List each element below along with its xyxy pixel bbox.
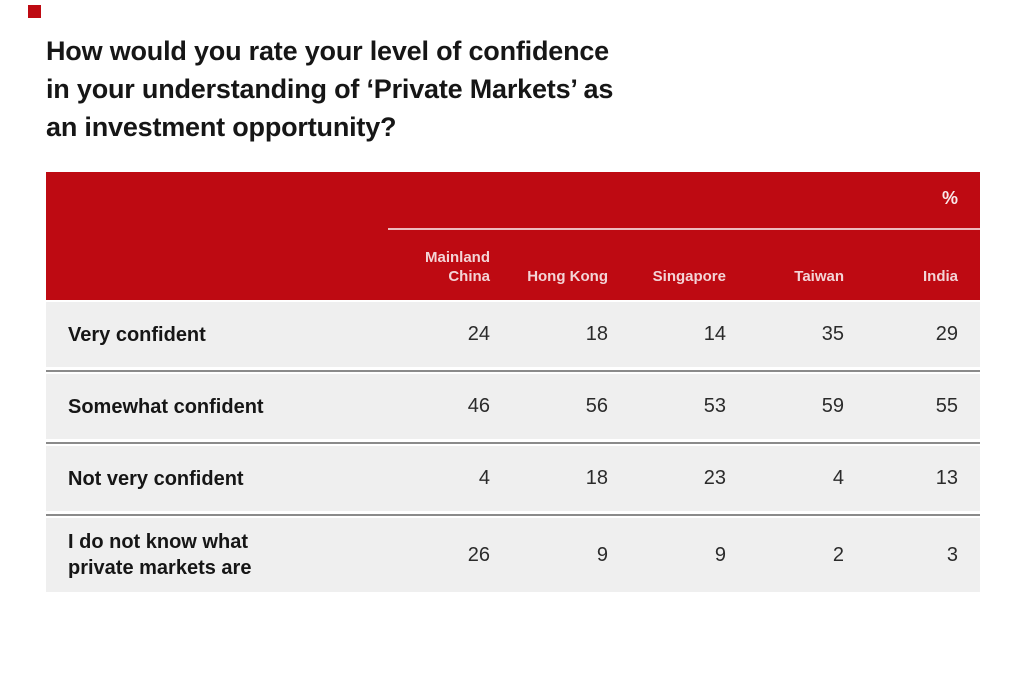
column-header-row: Mainland China Hong Kong Singapore Taiwan In…: [46, 248, 980, 286]
value-cell: 13: [935, 467, 958, 489]
value-cell: 4: [478, 467, 490, 489]
chart-title: How would you rate your level of confide…: [46, 32, 766, 146]
value-cell: 55: [935, 395, 958, 417]
table-header: % Mainland China Hong Kong Singapore Taiwan…: [46, 172, 980, 300]
row-separator: [46, 511, 980, 518]
value-cell: 29: [935, 323, 958, 345]
row-label: Not very confident: [68, 467, 244, 490]
value-cell: 53: [703, 395, 726, 417]
column-header: Singapore: [652, 268, 726, 285]
table-body: Very confident 24 18 14 35 29 Somewhat confide…: [46, 302, 980, 592]
value-cell: 4: [832, 467, 844, 489]
column-header: Mainland China: [424, 249, 490, 285]
table-row: Very confident 24 18 14 35 29: [46, 302, 980, 367]
value-cell: 3: [946, 543, 958, 566]
row-label: Somewhat confident: [68, 395, 264, 418]
value-cell: 59: [821, 395, 844, 417]
value-cell: 23: [703, 467, 726, 489]
chart-title-line-1: How would you rate your level of confide…: [46, 36, 609, 66]
value-cell: 24: [467, 323, 490, 345]
value-cell: 2: [832, 543, 844, 566]
column-header: India: [922, 268, 958, 285]
value-cell: 9: [714, 543, 726, 566]
value-cell: 9: [596, 543, 608, 566]
value-cell: 18: [585, 323, 608, 345]
value-cell: 18: [585, 467, 608, 489]
table-row: I do not know what private markets are 26…: [46, 518, 980, 592]
column-header: Taiwan: [794, 268, 844, 285]
table-row: Not very confident 4 18 23 4 13: [46, 446, 980, 511]
percent-unit-label: %: [941, 188, 958, 208]
row-label: I do not know what private markets are: [68, 531, 252, 579]
row-separator: [46, 439, 980, 446]
chart-title-line-3: an investment opportunity?: [46, 112, 397, 142]
row-label: Very confident: [68, 323, 206, 346]
column-header: Hong Kong: [527, 268, 608, 285]
value-cell: 14: [703, 323, 726, 345]
value-cell: 56: [585, 395, 608, 417]
value-cell: 46: [467, 395, 490, 417]
header-divider-line: [388, 228, 980, 230]
brand-red-square-icon: [28, 5, 41, 18]
chart-title-line-2: in your understanding of ‘Private Market…: [46, 74, 614, 104]
table-row: Somewhat confident 46 56 53 59 55: [46, 374, 980, 439]
value-cell: 26: [467, 543, 490, 566]
value-cell: 35: [821, 323, 844, 345]
data-table: % Mainland China Hong Kong Singapore Taiwan…: [46, 172, 980, 592]
row-separator: [46, 367, 980, 374]
